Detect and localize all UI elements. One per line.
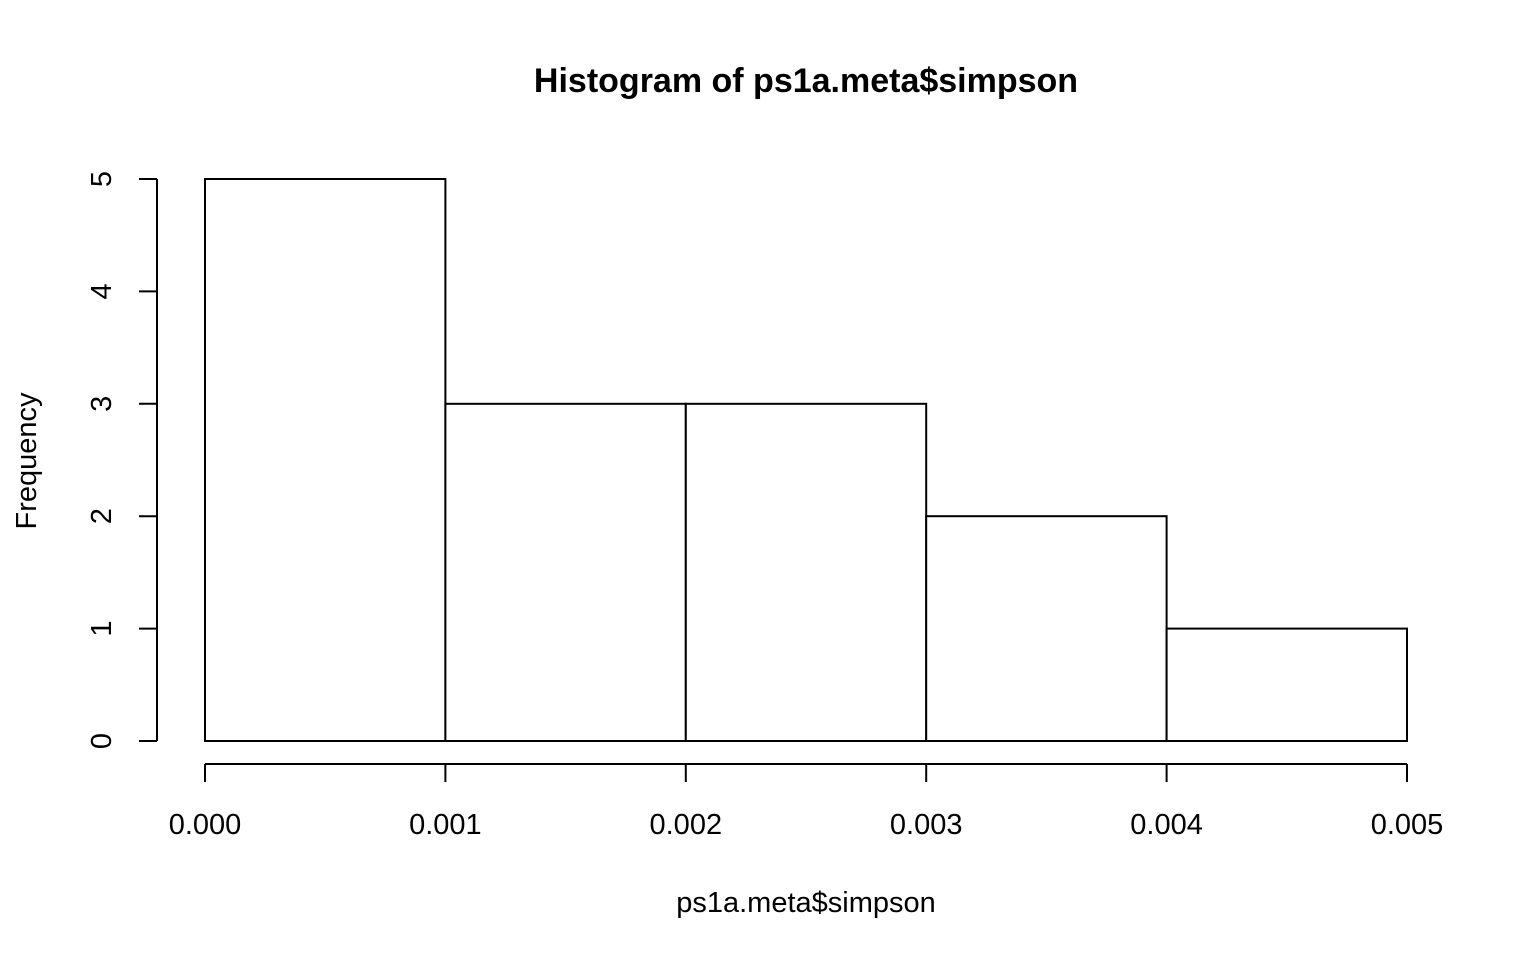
y-tick-label-3: 3 [86,396,118,412]
y-axis-label: Frequency [11,392,43,530]
y-tick-label-4: 4 [86,283,118,299]
x-tick-label-3: 0.003 [890,809,963,841]
y-tick-label-5: 5 [86,171,118,187]
x-tick-label-1: 0.001 [409,809,482,841]
histogram-bar-0 [204,178,447,742]
histogram-bar-2 [684,402,928,742]
chart-title: Histogram of ps1a.meta$simpson [534,62,1078,100]
x-axis-label: ps1a.meta$simpson [676,887,936,919]
x-tick-label-4: 0.004 [1130,809,1203,841]
y-axis-ticks: 0 1 2 3 4 5 [86,171,157,749]
x-tick-label-5: 0.005 [1371,809,1444,841]
histogram-bar-4 [1165,627,1408,742]
histogram-bar-1 [444,402,687,742]
y-tick-label-0: 0 [86,733,118,749]
x-tick-label-0: 0.000 [169,809,242,841]
histogram-bar-3 [925,515,1168,743]
bars-group [204,178,1408,743]
y-tick-label-1: 1 [86,621,118,637]
x-axis-ticks: 0.000 0.001 0.002 0.003 0.004 0.005 [169,764,1444,841]
x-tick-label-2: 0.002 [650,809,723,841]
y-tick-label-2: 2 [86,508,118,524]
